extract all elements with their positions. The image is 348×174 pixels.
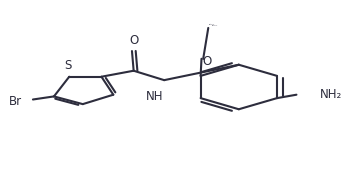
Text: S: S [64, 60, 72, 72]
Text: methoxy: methoxy [208, 24, 215, 25]
Text: methoxy: methoxy [212, 25, 218, 26]
Text: O: O [129, 34, 138, 47]
Text: NH: NH [146, 90, 164, 102]
Text: NH₂: NH₂ [320, 88, 342, 101]
Text: Br: Br [9, 95, 22, 108]
Text: O: O [202, 55, 212, 68]
